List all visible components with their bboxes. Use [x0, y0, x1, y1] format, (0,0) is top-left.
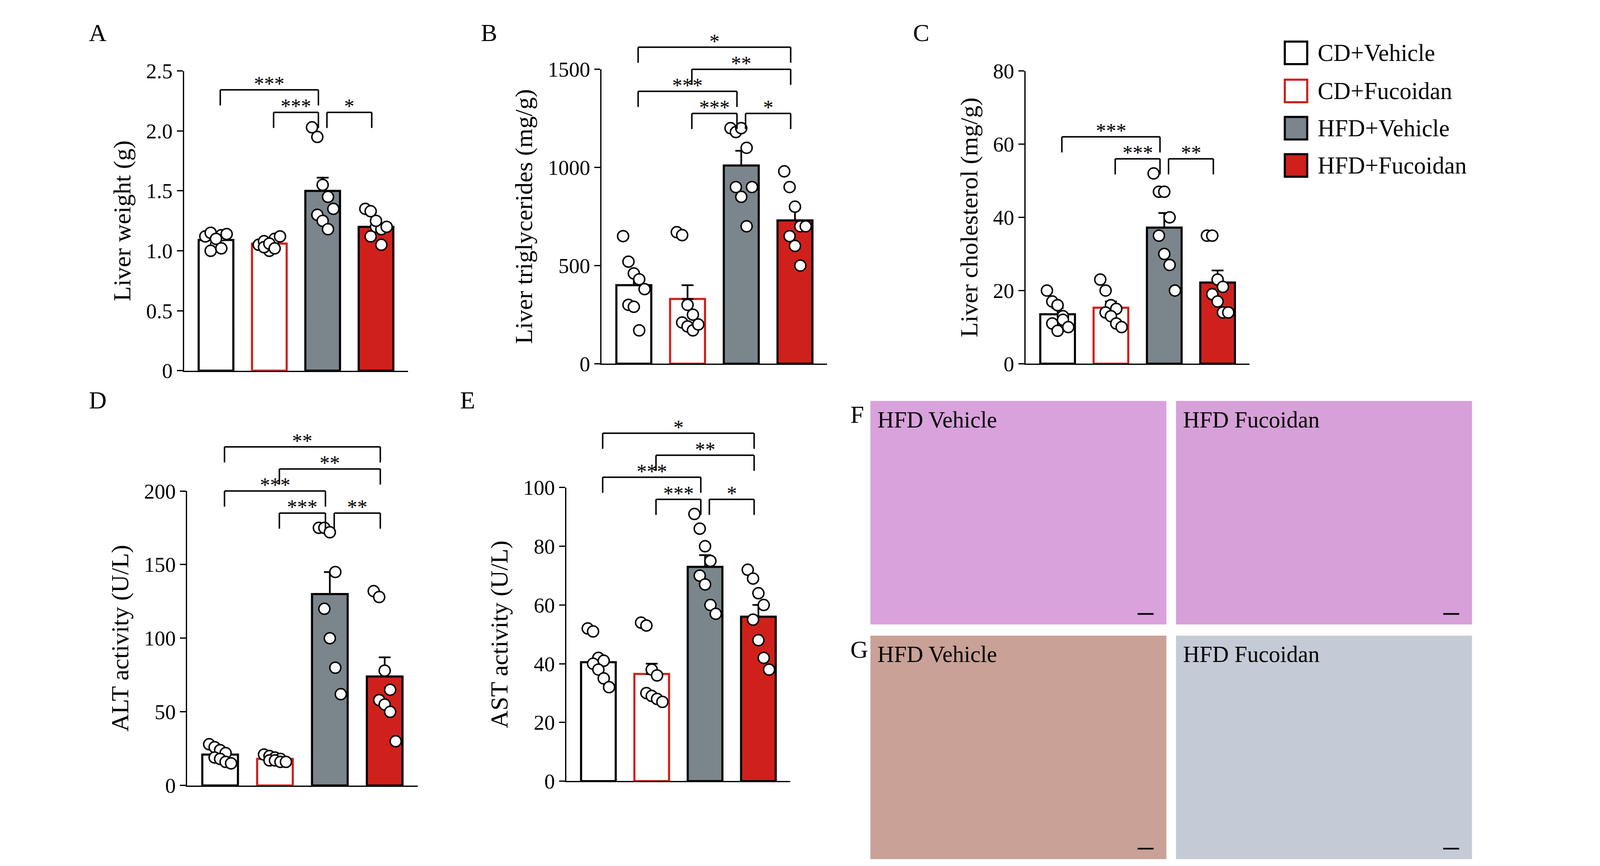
svg-text:60: 60	[993, 132, 1015, 157]
svg-text:20: 20	[533, 710, 555, 735]
svg-text:***: ***	[663, 482, 694, 505]
svg-text:ALT activity (U/L): ALT activity (U/L)	[106, 544, 134, 732]
svg-text:**: **	[347, 495, 368, 519]
svg-text:150: 150	[143, 552, 176, 577]
svg-text:80: 80	[993, 59, 1015, 83]
svg-text:2.0: 2.0	[146, 119, 173, 144]
svg-text:***: ***	[672, 74, 703, 97]
svg-text:0: 0	[165, 773, 176, 798]
svg-text:C: C	[913, 19, 930, 47]
svg-text:*: *	[726, 482, 737, 505]
svg-text:50: 50	[154, 700, 176, 724]
svg-text:0: 0	[1003, 352, 1015, 376]
svg-text:E: E	[460, 386, 475, 414]
svg-text:**: **	[1180, 141, 1202, 164]
svg-text:***: ***	[636, 460, 668, 483]
svg-text:60: 60	[533, 593, 555, 618]
svg-text:1000: 1000	[547, 155, 591, 180]
svg-text:***: ***	[1095, 119, 1127, 142]
svg-text:0: 0	[579, 352, 591, 376]
svg-text:500: 500	[558, 253, 591, 278]
svg-text:D: D	[88, 386, 107, 414]
svg-text:**: **	[319, 451, 340, 475]
svg-text:0.5: 0.5	[146, 299, 173, 323]
svg-text:B: B	[480, 19, 498, 47]
svg-text:***: ***	[1122, 141, 1154, 164]
svg-text:CD+Fucoidan: CD+Fucoidan	[1317, 77, 1453, 105]
svg-text:40: 40	[533, 652, 555, 676]
svg-text:AST activity (U/L): AST activity (U/L)	[485, 540, 514, 729]
svg-text:80: 80	[533, 534, 555, 559]
svg-text:HFD Fucoidan: HFD Fucoidan	[1183, 407, 1320, 433]
svg-text:HFD Fucoidan: HFD Fucoidan	[1183, 641, 1320, 668]
svg-text:HFD Vehicle: HFD Vehicle	[877, 407, 997, 433]
svg-text:***: ***	[699, 96, 730, 119]
svg-text:40: 40	[993, 205, 1015, 230]
svg-text:2.5: 2.5	[146, 59, 173, 83]
svg-text:A: A	[88, 19, 107, 47]
svg-text:F: F	[850, 400, 864, 429]
svg-text:1.0: 1.0	[146, 239, 173, 263]
svg-text:*: *	[673, 416, 684, 439]
svg-text:*: *	[344, 94, 355, 118]
svg-text:**: **	[292, 429, 313, 453]
svg-text:*: *	[709, 30, 720, 53]
svg-text:***: ***	[253, 72, 285, 95]
svg-text:HFD+Vehicle: HFD+Vehicle	[1317, 115, 1450, 142]
svg-text:**: **	[731, 52, 752, 75]
svg-text:*: *	[763, 96, 774, 119]
svg-text:***: ***	[259, 473, 291, 497]
svg-text:***: ***	[286, 495, 318, 519]
svg-text:0: 0	[544, 769, 555, 794]
svg-text:G: G	[850, 635, 869, 664]
svg-text:Liver weight (g): Liver weight (g)	[108, 140, 136, 302]
svg-text:100: 100	[523, 475, 555, 500]
svg-text:0: 0	[162, 358, 173, 383]
svg-text:100: 100	[143, 626, 176, 651]
svg-text:Liver triglycerides (mg/g): Liver triglycerides (mg/g)	[510, 88, 538, 344]
svg-text:**: **	[695, 438, 716, 461]
svg-text:CD+Vehicle: CD+Vehicle	[1317, 39, 1435, 67]
svg-text:***: ***	[280, 94, 312, 118]
svg-text:1.5: 1.5	[146, 179, 173, 203]
svg-text:1500: 1500	[547, 57, 591, 82]
svg-text:HFD+Fucoidan: HFD+Fucoidan	[1317, 152, 1467, 179]
svg-text:HFD Vehicle: HFD Vehicle	[877, 641, 997, 668]
svg-text:200: 200	[143, 479, 176, 504]
svg-text:20: 20	[993, 278, 1015, 303]
svg-text:Liver cholesterol (mg/g): Liver cholesterol (mg/g)	[955, 97, 983, 338]
